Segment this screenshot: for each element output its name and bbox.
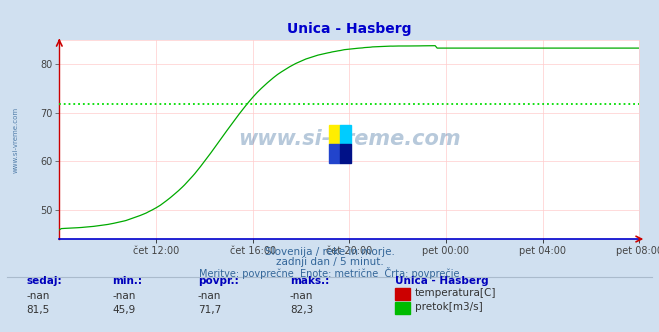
Text: 82,3: 82,3 <box>290 305 313 315</box>
Bar <box>329 125 340 144</box>
Text: maks.:: maks.: <box>290 276 330 286</box>
Text: www.si-vreme.com: www.si-vreme.com <box>13 106 19 173</box>
Text: zadnji dan / 5 minut.: zadnji dan / 5 minut. <box>275 257 384 267</box>
Text: Slovenija / reke in morje.: Slovenija / reke in morje. <box>264 247 395 257</box>
Bar <box>340 144 351 163</box>
Bar <box>329 144 340 163</box>
Text: -nan: -nan <box>290 291 313 301</box>
Text: Unica - Hasberg: Unica - Hasberg <box>395 276 489 286</box>
Text: -nan: -nan <box>112 291 135 301</box>
Text: www.si-vreme.com: www.si-vreme.com <box>238 129 461 149</box>
Text: 71,7: 71,7 <box>198 305 221 315</box>
Text: 81,5: 81,5 <box>26 305 49 315</box>
Bar <box>340 125 351 144</box>
Text: -nan: -nan <box>198 291 221 301</box>
Text: pretok[m3/s]: pretok[m3/s] <box>415 302 483 312</box>
Text: Meritve: povprečne  Enote: metrične  Črta: povprečje: Meritve: povprečne Enote: metrične Črta:… <box>199 267 460 279</box>
Text: povpr.:: povpr.: <box>198 276 239 286</box>
Text: -nan: -nan <box>26 291 49 301</box>
Text: sedaj:: sedaj: <box>26 276 62 286</box>
Text: min.:: min.: <box>112 276 142 286</box>
Text: temperatura[C]: temperatura[C] <box>415 288 497 298</box>
Text: 45,9: 45,9 <box>112 305 135 315</box>
Title: Unica - Hasberg: Unica - Hasberg <box>287 22 411 36</box>
